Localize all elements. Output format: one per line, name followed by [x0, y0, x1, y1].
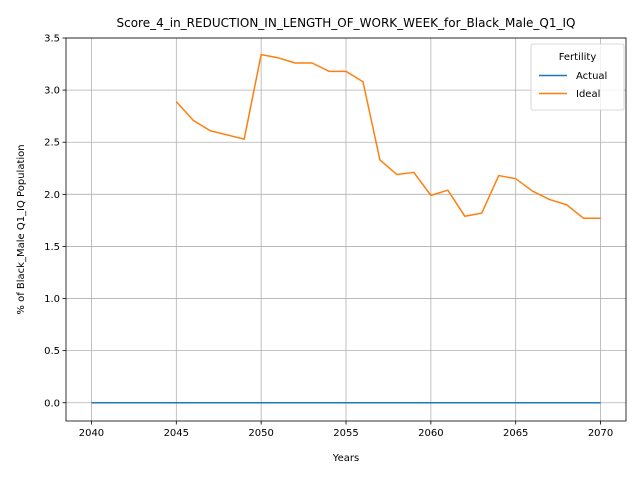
x-tick-label: 2070 [588, 428, 613, 439]
y-tick-label: 0.0 [44, 398, 60, 409]
x-tick-label: 2055 [333, 428, 358, 439]
y-axis-ticks: 0.0 0.5 1.0 1.5 2.0 2.5 3.0 3.5 [44, 34, 66, 409]
legend-label-ideal: Ideal [576, 89, 600, 100]
legend: Fertility Actual Ideal [530, 43, 625, 111]
y-tick-label: 2.0 [44, 190, 60, 201]
x-tick-label: 2060 [418, 428, 443, 439]
series-line-ideal [175, 53, 601, 220]
x-axis-label: Years [332, 453, 359, 464]
x-tick-label: 2040 [79, 428, 104, 439]
x-tick-label: 2050 [248, 428, 273, 439]
y-tick-label: 1.0 [44, 294, 60, 305]
y-tick-label: 1.5 [44, 242, 60, 253]
y-tick-label: 2.5 [44, 138, 60, 149]
y-axis-label: % of Black_Male Q1_IQ Population [16, 144, 27, 314]
y-tick-label: 3.5 [44, 34, 60, 45]
chart-title: Score_4_in_REDUCTION_IN_LENGTH_OF_WORK_W… [117, 16, 576, 30]
legend-title: Fertility [559, 52, 597, 63]
legend-items: Actual Ideal [539, 71, 607, 100]
x-axis-ticks: 2040 2045 2050 2055 2060 2065 2070 [79, 421, 613, 439]
y-tick-label: 3.0 [44, 86, 60, 97]
series-lines [91, 53, 601, 404]
x-tick-label: 2045 [164, 428, 189, 439]
x-tick-label: 2065 [503, 428, 528, 439]
y-tick-label: 0.5 [44, 346, 60, 357]
legend-label-actual: Actual [576, 71, 607, 82]
